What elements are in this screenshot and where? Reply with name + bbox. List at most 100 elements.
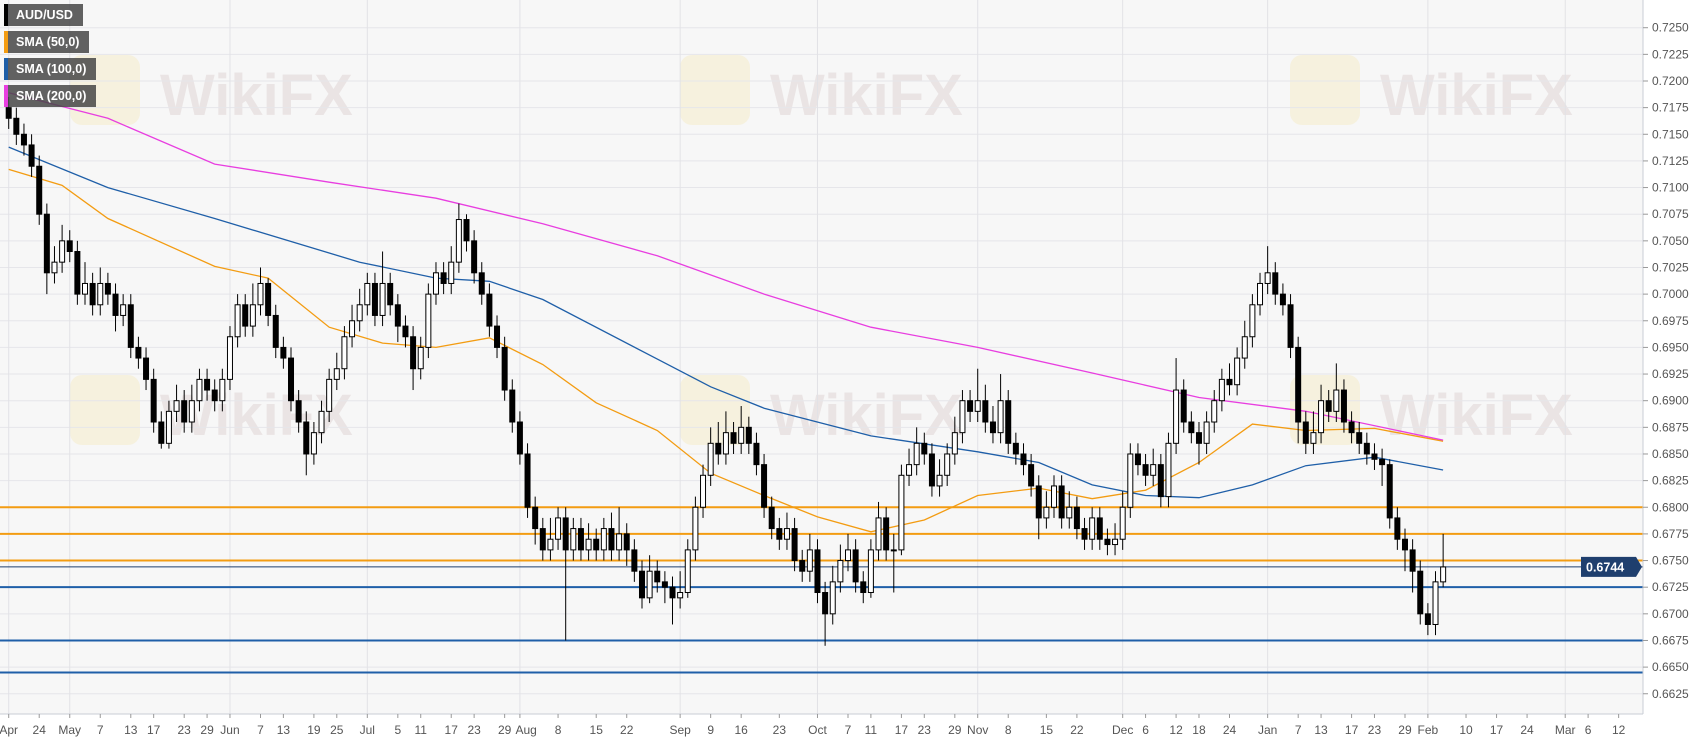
- candle-bullish: [875, 517, 882, 551]
- candle-bullish: [1218, 378, 1225, 402]
- candle-bearish: [494, 325, 501, 348]
- candle-bullish: [234, 304, 241, 338]
- candle-bearish: [883, 517, 890, 551]
- x-tick-label: Jul: [360, 723, 375, 737]
- candle-bearish: [1134, 453, 1141, 466]
- x-tick-label: 11: [414, 723, 427, 737]
- candle-bearish: [143, 357, 150, 380]
- candle-bullish: [318, 410, 325, 434]
- candle-bullish: [1264, 272, 1271, 284]
- candle-bearish: [669, 586, 676, 599]
- candle-bearish: [967, 400, 974, 412]
- candle-bullish: [1203, 421, 1210, 444]
- x-tick-label: Sep: [669, 723, 691, 737]
- candle-bearish: [242, 304, 249, 327]
- candle-bullish: [600, 528, 607, 551]
- candle-bearish: [463, 219, 470, 242]
- x-tick-label: 15: [590, 723, 604, 737]
- x-tick-label: 29: [498, 723, 512, 737]
- candle-bullish: [837, 560, 844, 583]
- candle-bearish: [532, 506, 539, 530]
- y-tick-label: 0.7200: [1652, 74, 1689, 88]
- candle-bearish: [1104, 538, 1111, 546]
- candle-bullish: [226, 336, 233, 380]
- candle-bullish: [51, 261, 58, 274]
- candle-bearish: [631, 549, 638, 572]
- candle-bullish: [1173, 389, 1180, 444]
- candle-bullish: [1234, 357, 1241, 386]
- candle-bearish: [1401, 538, 1408, 551]
- candle-bullish: [783, 528, 790, 540]
- candle-bearish: [20, 133, 27, 146]
- candle-bullish: [722, 432, 729, 455]
- x-tick-label: 7: [1295, 723, 1302, 737]
- x-tick-label: Mar: [1555, 723, 1576, 737]
- candle-bearish: [1302, 421, 1309, 444]
- candle-bullish: [97, 282, 104, 306]
- candle-bearish: [1180, 389, 1187, 423]
- candle-bullish: [257, 282, 264, 306]
- y-tick-label: 0.6850: [1652, 447, 1689, 461]
- candle-bearish: [1325, 400, 1332, 412]
- candle-bullish: [82, 282, 88, 295]
- last-price-tag: 0.6744: [1581, 556, 1642, 577]
- y-tick-label: 0.7250: [1652, 21, 1689, 35]
- candle-bearish: [471, 240, 478, 274]
- x-tick-label: 7: [257, 723, 264, 737]
- candle-bearish: [1363, 442, 1370, 455]
- x-tick-label: 7: [845, 723, 852, 737]
- candle-bearish: [661, 581, 668, 588]
- candle-bearish: [402, 325, 409, 338]
- candle-bearish: [272, 314, 279, 348]
- x-tick-label: 18: [1192, 723, 1206, 737]
- candle-bearish: [440, 272, 447, 284]
- candle-bullish: [333, 368, 340, 380]
- candle-bearish: [1340, 389, 1347, 423]
- legend-label: AUD/USD: [8, 4, 83, 26]
- legend-item-sma100[interactable]: SMA (100,0): [4, 58, 97, 80]
- candle-bullish: [120, 304, 127, 316]
- candle-bearish: [608, 528, 615, 551]
- legend-item-sma50[interactable]: SMA (50,0): [4, 31, 96, 53]
- y-tick-label: 0.6900: [1652, 394, 1689, 408]
- legend-label: SMA (100,0): [8, 58, 97, 80]
- candle-bearish: [1424, 613, 1431, 625]
- candle-bearish: [181, 400, 188, 423]
- candle-bullish: [1112, 538, 1119, 546]
- candle-bearish: [1012, 442, 1019, 455]
- candle-bearish: [989, 421, 996, 434]
- candle-bearish: [799, 560, 806, 572]
- legend-item-price[interactable]: AUD/USD: [4, 4, 96, 26]
- candle-bullish: [425, 293, 432, 348]
- candle-bullish: [219, 378, 226, 402]
- candle-bearish: [303, 421, 310, 455]
- candle-bullish: [616, 533, 623, 551]
- x-tick-label: Feb: [1418, 723, 1439, 737]
- x-tick-label: 23: [918, 723, 932, 737]
- x-tick-label: 13: [277, 723, 291, 737]
- watermark-text: WikiFX: [1380, 383, 1573, 448]
- candle-bullish: [379, 282, 386, 316]
- candle-bearish: [1226, 378, 1233, 386]
- candle-bearish: [753, 442, 760, 466]
- legend-item-sma200[interactable]: SMA (200,0): [4, 85, 97, 107]
- plot-background: [0, 0, 1643, 714]
- candle-bearish: [1279, 293, 1286, 306]
- x-tick-label: 24: [33, 723, 47, 737]
- candle-bullish: [890, 549, 897, 552]
- legend-swatch: [4, 85, 8, 107]
- candle-bearish: [623, 533, 630, 551]
- candle-bullish: [906, 464, 913, 476]
- x-tick-label: Jan: [1258, 723, 1277, 737]
- candle-bullish: [547, 538, 554, 551]
- x-tick-label: 19: [307, 723, 321, 737]
- x-tick-label: Apr: [0, 723, 18, 737]
- y-tick-label: 0.7000: [1652, 287, 1689, 301]
- x-tick-label: 17: [1490, 723, 1504, 737]
- watermark-logo: [1290, 55, 1360, 125]
- candle-bullish: [1318, 400, 1325, 434]
- candle-bearish: [1096, 517, 1103, 540]
- watermark-logo: [680, 55, 750, 125]
- x-tick-label: Dec: [1112, 723, 1133, 737]
- sma-line: [8, 146, 1444, 499]
